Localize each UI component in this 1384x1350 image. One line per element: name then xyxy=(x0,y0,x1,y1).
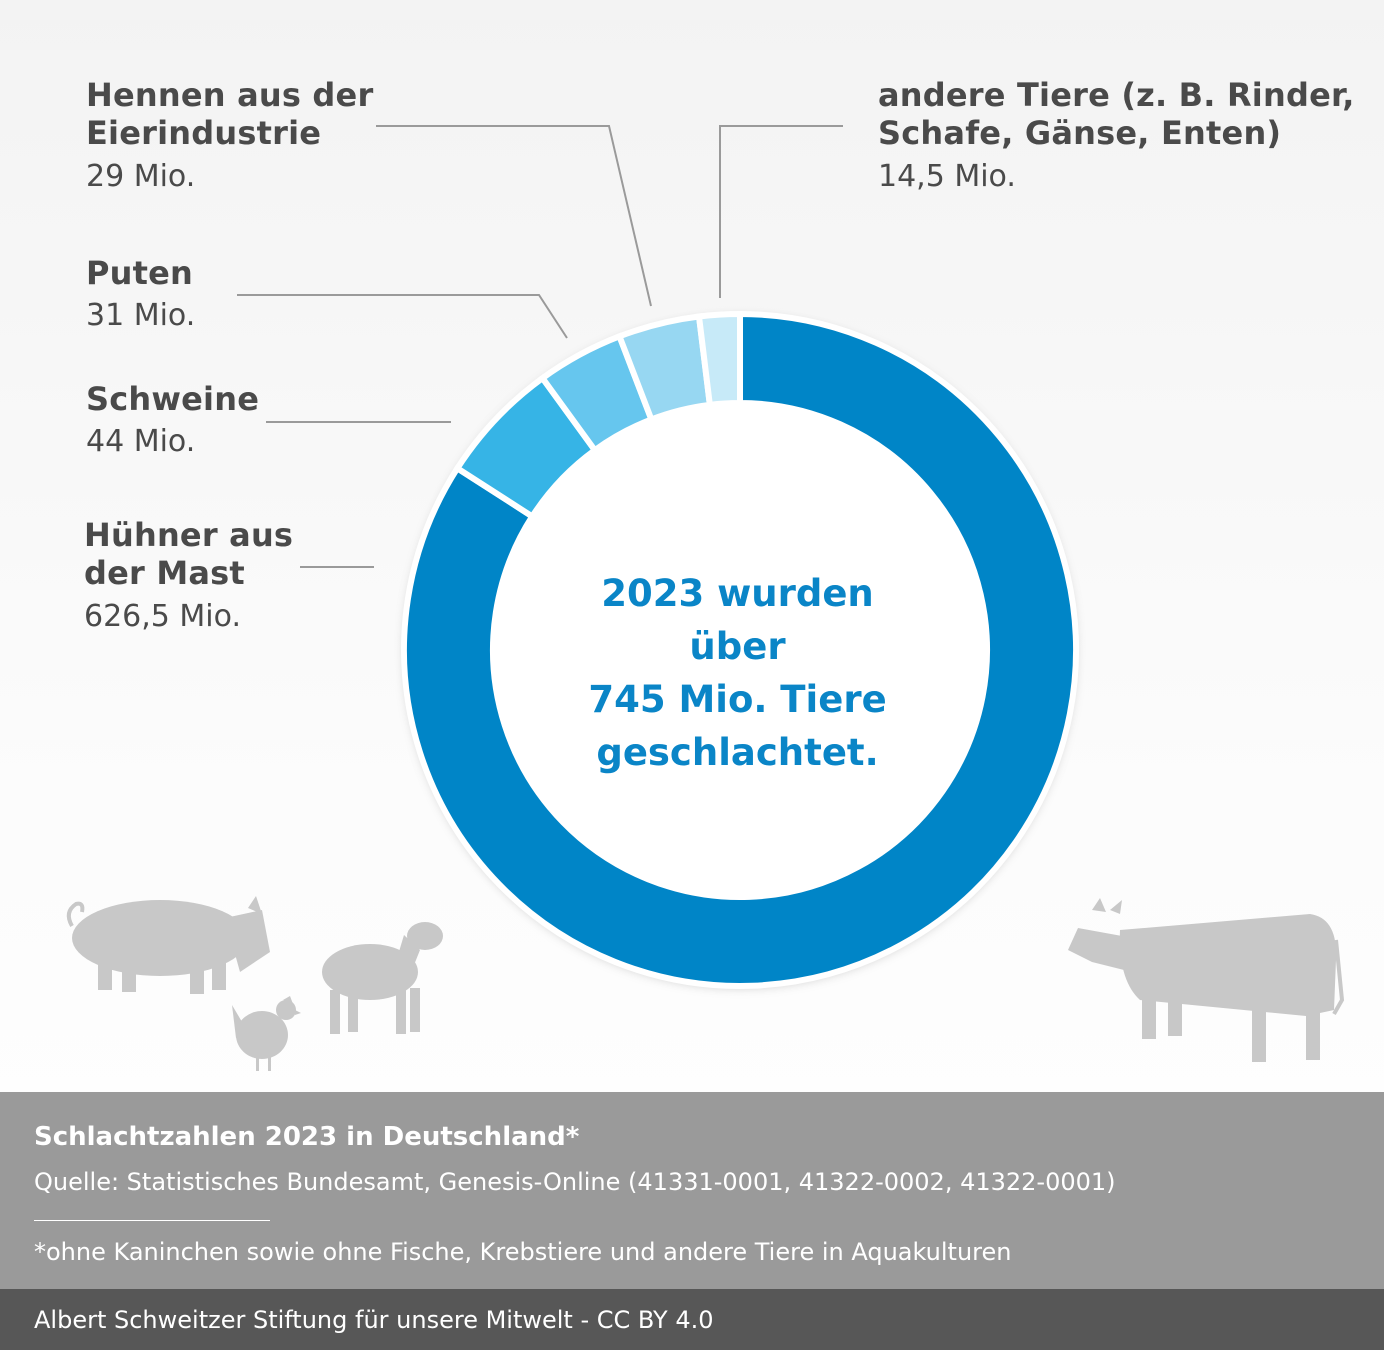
donut-hole xyxy=(493,403,987,897)
label-puten: Puten 31 Mio. xyxy=(86,254,195,334)
footer-credit: Albert Schweitzer Stiftung für unsere Mi… xyxy=(34,1306,714,1334)
label-andere-name-line2: Schafe, Gänse, Enten) xyxy=(878,114,1282,153)
footer-info-panel xyxy=(0,1092,1384,1289)
pig-icon xyxy=(66,896,270,994)
label-puten-value: 31 Mio. xyxy=(86,298,196,334)
leader-line-hennen xyxy=(376,125,652,307)
donut-center-text: 2023 wurden über 745 Mio. Tiere geschlac… xyxy=(560,568,915,780)
leader-line-andere xyxy=(719,125,843,298)
label-hennen: Hennen aus der Eierindustrie 29 Mio. xyxy=(86,76,373,195)
label-schweine-value: 44 Mio. xyxy=(86,424,196,460)
leader-line-puten xyxy=(237,294,568,339)
cow-icon xyxy=(1068,898,1345,1062)
chart-area: Hühner aus der Mast 626,5 Mio. Schweine … xyxy=(66,76,1355,1071)
footer-credit-bar xyxy=(0,1289,1384,1350)
center-line-1: 2023 wurden über xyxy=(601,572,874,668)
footer-divider xyxy=(34,1220,270,1221)
sheep-icon xyxy=(322,922,443,1034)
chicken-icon xyxy=(232,996,301,1071)
label-andere: andere Tiere (z. B. Rinder, Schafe, Gäns… xyxy=(878,76,1355,195)
center-line-2: 745 Mio. Tiere xyxy=(588,677,887,721)
label-hennen-value: 29 Mio. xyxy=(86,158,196,194)
footer-title: Schlachtzahlen 2023 in Deutschland* xyxy=(34,1122,580,1152)
label-schweine: Schweine 44 Mio. xyxy=(86,380,259,460)
footer-note: *ohne Kaninchen sowie ohne Fische, Krebs… xyxy=(34,1238,1012,1266)
label-huehner-value: 626,5 Mio. xyxy=(84,598,242,634)
center-line-3: geschlachtet. xyxy=(596,730,879,774)
label-huehner-name-line2: der Mast xyxy=(84,554,245,593)
label-huehner-name-line1: Hühner aus xyxy=(84,516,294,554)
label-puten-name: Puten xyxy=(86,254,194,292)
donut-chart xyxy=(66,125,1345,1071)
label-andere-name-line1: andere Tiere (z. B. Rinder, xyxy=(878,76,1355,114)
label-huehner: Hühner aus der Mast 626,5 Mio. xyxy=(84,516,293,635)
footer-source: Quelle: Statistisches Bundesamt, Genesis… xyxy=(34,1168,1116,1196)
label-schweine-name: Schweine xyxy=(86,380,260,418)
label-andere-value: 14,5 Mio. xyxy=(878,158,1016,194)
label-hennen-name-line2: Eierindustrie xyxy=(86,114,322,153)
label-hennen-name-line1: Hennen aus der xyxy=(86,76,374,114)
